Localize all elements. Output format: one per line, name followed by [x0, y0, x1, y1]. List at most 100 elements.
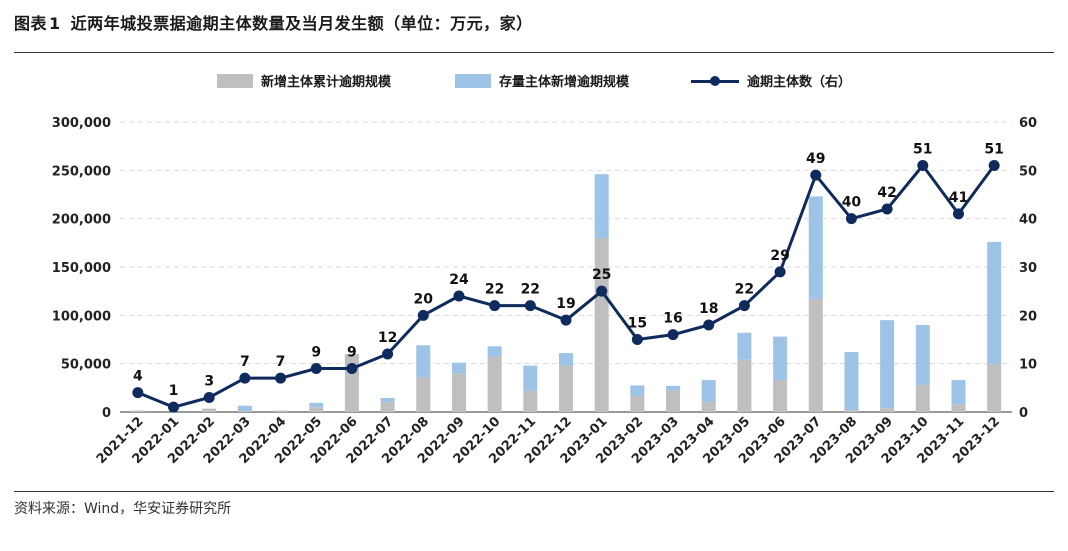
bar-stock [915, 325, 930, 385]
count-data-label: 4 [133, 369, 143, 385]
bar-new [416, 377, 431, 412]
figure-label: 图表 [14, 14, 48, 33]
y-left-tick-label: 50,000 [61, 358, 111, 373]
legend-item-stock: 存量主体新增逾期规模 [455, 71, 629, 90]
y-left-tick-label: 200,000 [52, 213, 111, 228]
count-point [917, 160, 929, 171]
chart-legend: 新增主体累计逾期规模 存量主体新增逾期规模 逾期主体数（右） [0, 71, 1068, 93]
count-data-label: 20 [414, 291, 434, 307]
count-data-label: 3 [204, 374, 214, 390]
count-point [489, 300, 501, 312]
bar-stock [808, 196, 823, 299]
legend-label-new: 新增主体累计逾期规模 [261, 75, 392, 90]
count-data-label: 22 [485, 282, 504, 298]
source-divider [14, 491, 1054, 492]
count-data-label: 15 [628, 316, 647, 332]
bar-stock [416, 345, 431, 378]
bar-new [309, 407, 324, 412]
count-data-label: 24 [449, 272, 469, 288]
count-data-label: 49 [806, 151, 825, 167]
y-right-tick-label: 20 [1019, 309, 1037, 324]
bar-stock [594, 174, 609, 238]
bar-new [451, 373, 466, 412]
count-point [703, 319, 715, 331]
bar-stock [309, 402, 324, 408]
count-point [239, 372, 251, 384]
y-left-tick-label: 250,000 [52, 164, 111, 179]
count-point [810, 169, 822, 181]
bar-new [773, 380, 788, 412]
count-data-label: 22 [521, 282, 540, 298]
y-left-tick-label: 300,000 [52, 116, 111, 131]
count-point [310, 363, 322, 374]
count-point [881, 203, 893, 215]
y-right-tick-label: 10 [1019, 358, 1037, 373]
legend-swatch-stock [455, 73, 491, 88]
count-point [774, 266, 786, 278]
title-divider [14, 52, 1054, 53]
bar-new [487, 356, 502, 412]
bar-new [273, 410, 288, 412]
legend-label-stock: 存量主体新增逾期规模 [499, 75, 630, 90]
y-left-tick-label: 150,000 [52, 261, 111, 276]
bar-stock [701, 380, 716, 403]
figure-title-text: 近两年城投票据逾期主体数量及当月发生额（单位：万元，家） [70, 14, 533, 33]
count-data-label: 9 [311, 345, 321, 361]
bar-new [987, 363, 1002, 412]
bar-new [130, 410, 145, 412]
figure-number: 1 [49, 14, 61, 33]
y-right-tick-label: 40 [1019, 213, 1037, 228]
count-point [132, 387, 144, 399]
count-point [275, 372, 287, 384]
count-data-label: 19 [556, 296, 575, 312]
bar-new [630, 395, 645, 412]
bar-new [666, 390, 681, 412]
count-data-label: 7 [240, 354, 250, 370]
count-point [453, 290, 465, 302]
bar-stock [559, 353, 573, 366]
count-point [524, 300, 536, 312]
bar-new [523, 390, 538, 412]
source-note: 资料来源：Wind，华安证券研究所 [14, 501, 232, 517]
bar-stock [737, 332, 752, 360]
bar-stock [523, 365, 538, 391]
count-data-label: 18 [699, 301, 718, 317]
bar-new [844, 410, 859, 412]
bar-new [737, 359, 752, 412]
count-data-label: 9 [347, 345, 357, 361]
count-data-label: 51 [913, 142, 932, 158]
y-left-tick-label: 0 [102, 406, 111, 421]
count-point [346, 363, 358, 374]
legend-label-count: 逾期主体数（右） [747, 75, 852, 90]
bar-new [951, 404, 966, 412]
count-point [738, 300, 750, 312]
count-data-label: 25 [592, 267, 611, 283]
bar-new [594, 238, 609, 412]
count-point [596, 285, 608, 297]
y-right-tick-label: 60 [1019, 116, 1037, 131]
legend-item-count: 逾期主体数（右） [691, 71, 851, 90]
count-point [417, 309, 429, 321]
count-point [988, 160, 1000, 171]
bar-stock [487, 346, 502, 357]
bar-new [237, 411, 252, 412]
y-right-tick-label: 50 [1019, 164, 1037, 179]
count-point [631, 334, 643, 345]
count-point [168, 401, 180, 413]
bar-new [380, 402, 395, 412]
count-data-label: 1 [169, 383, 179, 399]
chart-plot: 0 0 50,000 10 100,000 20 150,000 30 200,000 40 250… [52, 116, 1037, 467]
count-data-label: 51 [984, 142, 1003, 158]
count-point [667, 329, 679, 341]
count-data-label: 41 [949, 190, 968, 206]
legend-swatch-count [691, 74, 739, 88]
bar-stock [666, 385, 681, 391]
count-data-label: 40 [842, 195, 862, 211]
bar-new [701, 402, 716, 412]
bar-new [880, 408, 895, 412]
count-data-label: 16 [663, 311, 682, 327]
count-point [560, 314, 572, 326]
y-right-tick-label: 30 [1019, 261, 1037, 276]
count-data-label: 42 [877, 185, 896, 201]
count-point [845, 213, 857, 225]
